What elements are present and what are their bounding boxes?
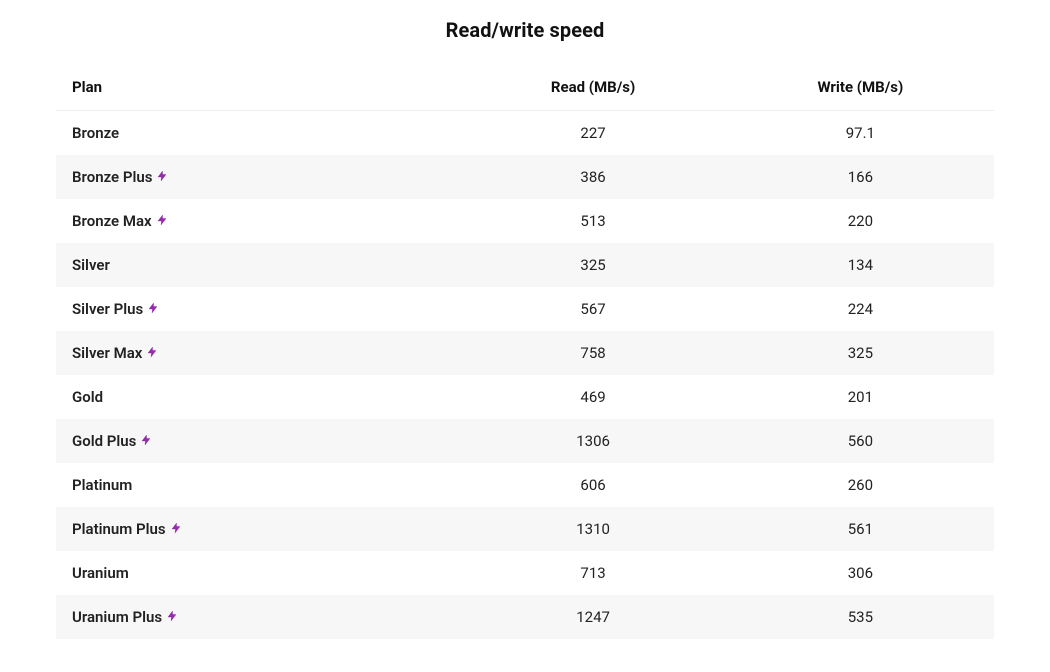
cell-plan: Bronze Max <box>56 199 459 243</box>
plan-name: Bronze Plus <box>72 168 152 186</box>
column-header-plan: Plan <box>56 68 459 111</box>
cell-plan: Bronze <box>56 111 459 156</box>
column-header-read: Read (MB/s) <box>459 68 726 111</box>
cell-write: 561 <box>727 507 994 551</box>
plan-name: Bronze <box>72 124 119 142</box>
cell-plan: Gold <box>56 375 459 419</box>
lightning-bolt-icon <box>146 345 158 359</box>
cell-read: 567 <box>459 287 726 331</box>
cell-write: 166 <box>727 155 994 199</box>
cell-write: 325 <box>727 331 994 375</box>
table-header-row: Plan Read (MB/s) Write (MB/s) <box>56 68 994 111</box>
cell-read: 1310 <box>459 507 726 551</box>
table-row: Uranium 713306 <box>56 551 994 595</box>
cell-plan: Silver Max <box>56 331 459 375</box>
cell-plan: Uranium <box>56 551 459 595</box>
plan-name: Platinum <box>72 476 132 494</box>
cell-write: 201 <box>727 375 994 419</box>
lightning-bolt-icon <box>170 521 182 535</box>
lightning-bolt-icon <box>156 213 168 227</box>
table-row: Platinum 606260 <box>56 463 994 507</box>
cell-read: 1247 <box>459 595 726 639</box>
cell-read: 1306 <box>459 419 726 463</box>
plan-name: Uranium <box>72 564 129 582</box>
cell-write: 224 <box>727 287 994 331</box>
column-header-write: Write (MB/s) <box>727 68 994 111</box>
table-row: Silver 325134 <box>56 243 994 287</box>
lightning-bolt-icon <box>147 301 159 315</box>
cell-plan: Silver Plus <box>56 287 459 331</box>
cell-read: 469 <box>459 375 726 419</box>
plan-name: Silver <box>72 256 110 274</box>
table-row: Uranium Plus 1247535 <box>56 595 994 639</box>
table-row: Silver Max 758325 <box>56 331 994 375</box>
table-row: Bronze Max 513220 <box>56 199 994 243</box>
cell-plan: Gold Plus <box>56 419 459 463</box>
cell-read: 513 <box>459 199 726 243</box>
cell-plan: Platinum Plus <box>56 507 459 551</box>
lightning-bolt-icon <box>140 433 152 447</box>
plan-name: Silver Plus <box>72 300 143 318</box>
plan-name: Platinum Plus <box>72 520 166 538</box>
cell-read: 386 <box>459 155 726 199</box>
table-body: Bronze22797.1Bronze Plus386166Bronze Max… <box>56 111 994 640</box>
cell-plan: Uranium Plus <box>56 595 459 639</box>
lightning-bolt-icon <box>166 609 178 623</box>
cell-write: 134 <box>727 243 994 287</box>
table-row: Gold Plus 1306560 <box>56 419 994 463</box>
cell-write: 535 <box>727 595 994 639</box>
table-row: Bronze Plus 386166 <box>56 155 994 199</box>
cell-read: 606 <box>459 463 726 507</box>
lightning-bolt-icon <box>156 169 168 183</box>
cell-read: 227 <box>459 111 726 156</box>
table-title: Read/write speed <box>56 18 994 42</box>
plan-name: Bronze Max <box>72 212 152 230</box>
cell-write: 260 <box>727 463 994 507</box>
speed-table-container: Read/write speed Plan Read (MB/s) Write … <box>0 0 1050 639</box>
plan-name: Gold <box>72 388 103 406</box>
cell-read: 713 <box>459 551 726 595</box>
cell-plan: Silver <box>56 243 459 287</box>
cell-write: 560 <box>727 419 994 463</box>
plan-name: Silver Max <box>72 344 142 362</box>
cell-write: 306 <box>727 551 994 595</box>
plan-name: Uranium Plus <box>72 608 162 626</box>
table-row: Platinum Plus 1310561 <box>56 507 994 551</box>
cell-plan: Bronze Plus <box>56 155 459 199</box>
table-row: Silver Plus 567224 <box>56 287 994 331</box>
table-row: Gold 469201 <box>56 375 994 419</box>
cell-write: 97.1 <box>727 111 994 156</box>
speed-table: Plan Read (MB/s) Write (MB/s) Bronze 2279… <box>56 68 994 639</box>
table-row: Bronze 22797.1 <box>56 111 994 156</box>
cell-plan: Platinum <box>56 463 459 507</box>
cell-write: 220 <box>727 199 994 243</box>
cell-read: 758 <box>459 331 726 375</box>
cell-read: 325 <box>459 243 726 287</box>
plan-name: Gold Plus <box>72 432 136 450</box>
